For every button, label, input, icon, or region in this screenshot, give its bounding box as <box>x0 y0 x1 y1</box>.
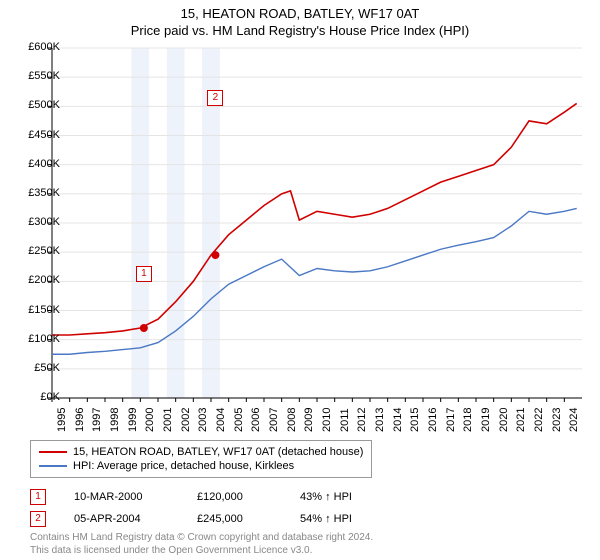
y-tick-label: £400K <box>10 158 60 170</box>
x-tick-label: 2003 <box>197 408 209 432</box>
x-tick-label: 1999 <box>127 408 139 432</box>
y-tick-label: £100K <box>10 333 60 345</box>
x-tick-label: 2010 <box>321 408 333 432</box>
x-tick-label: 1996 <box>74 408 86 432</box>
transaction-price: £120,000 <box>197 491 272 503</box>
x-tick-label: 2013 <box>374 408 386 432</box>
chart-svg <box>52 48 582 398</box>
x-tick-label: 2019 <box>480 408 492 432</box>
y-tick-label: £350K <box>10 187 60 199</box>
y-tick-label: £300K <box>10 216 60 228</box>
transaction-row: 1 10-MAR-2000 £120,000 43% ↑ HPI <box>30 486 352 508</box>
legend: 15, HEATON ROAD, BATLEY, WF17 0AT (detac… <box>30 440 372 478</box>
y-tick-label: £0K <box>10 391 60 403</box>
y-tick-label: £150K <box>10 304 60 316</box>
x-tick-label: 2021 <box>515 408 527 432</box>
legend-swatch <box>39 451 67 453</box>
legend-label: HPI: Average price, detached house, Kirk… <box>73 460 294 472</box>
x-tick-label: 2002 <box>180 408 192 432</box>
x-tick-label: 1997 <box>91 408 103 432</box>
x-tick-label: 2020 <box>498 408 510 432</box>
transaction-row: 2 05-APR-2004 £245,000 54% ↑ HPI <box>30 508 352 530</box>
chart-plot-area <box>52 48 582 398</box>
chart-title-subtitle: Price paid vs. HM Land Registry's House … <box>0 21 600 38</box>
x-tick-label: 2011 <box>339 408 351 432</box>
sale-marker-box: 2 <box>207 90 223 106</box>
x-tick-label: 2014 <box>392 408 404 432</box>
transaction-marker: 1 <box>30 489 46 505</box>
x-tick-label: 2024 <box>568 408 580 432</box>
x-tick-label: 1998 <box>109 408 121 432</box>
y-tick-label: £450K <box>10 129 60 141</box>
y-tick-label: £250K <box>10 245 60 257</box>
transaction-vs-hpi: 54% ↑ HPI <box>300 513 352 525</box>
transaction-price: £245,000 <box>197 513 272 525</box>
legend-swatch <box>39 465 67 467</box>
x-tick-label: 2007 <box>268 408 280 432</box>
transaction-marker: 2 <box>30 511 46 527</box>
x-tick-label: 2012 <box>356 408 368 432</box>
transactions-table: 1 10-MAR-2000 £120,000 43% ↑ HPI 2 05-AP… <box>30 486 352 530</box>
x-tick-label: 2018 <box>462 408 474 432</box>
legend-label: 15, HEATON ROAD, BATLEY, WF17 0AT (detac… <box>73 446 363 458</box>
x-tick-label: 2016 <box>427 408 439 432</box>
legend-item: 15, HEATON ROAD, BATLEY, WF17 0AT (detac… <box>39 445 363 459</box>
x-tick-label: 2006 <box>250 408 262 432</box>
x-tick-label: 2005 <box>233 408 245 432</box>
chart-container: 15, HEATON ROAD, BATLEY, WF17 0AT Price … <box>0 0 600 560</box>
x-tick-label: 2004 <box>215 408 227 432</box>
attribution-line: Contains HM Land Registry data © Crown c… <box>30 532 373 545</box>
x-tick-label: 2000 <box>144 408 156 432</box>
y-tick-label: £500K <box>10 99 60 111</box>
x-tick-label: 2008 <box>286 408 298 432</box>
chart-title-address: 15, HEATON ROAD, BATLEY, WF17 0AT <box>0 0 600 21</box>
y-tick-label: £600K <box>10 41 60 53</box>
x-tick-label: 2009 <box>303 408 315 432</box>
transaction-date: 10-MAR-2000 <box>74 491 169 503</box>
transaction-date: 05-APR-2004 <box>74 513 169 525</box>
sale-marker-box: 1 <box>136 266 152 282</box>
y-tick-label: £200K <box>10 274 60 286</box>
x-tick-label: 2022 <box>533 408 545 432</box>
x-tick-label: 2015 <box>409 408 421 432</box>
y-tick-label: £50K <box>10 362 60 374</box>
attribution-line: This data is licensed under the Open Gov… <box>30 545 373 558</box>
x-tick-label: 2023 <box>551 408 563 432</box>
x-tick-label: 2017 <box>445 408 457 432</box>
legend-item: HPI: Average price, detached house, Kirk… <box>39 459 363 473</box>
attribution: Contains HM Land Registry data © Crown c… <box>30 532 373 557</box>
x-tick-label: 2001 <box>162 408 174 432</box>
transaction-vs-hpi: 43% ↑ HPI <box>300 491 352 503</box>
x-tick-label: 1995 <box>56 408 68 432</box>
y-tick-label: £550K <box>10 70 60 82</box>
